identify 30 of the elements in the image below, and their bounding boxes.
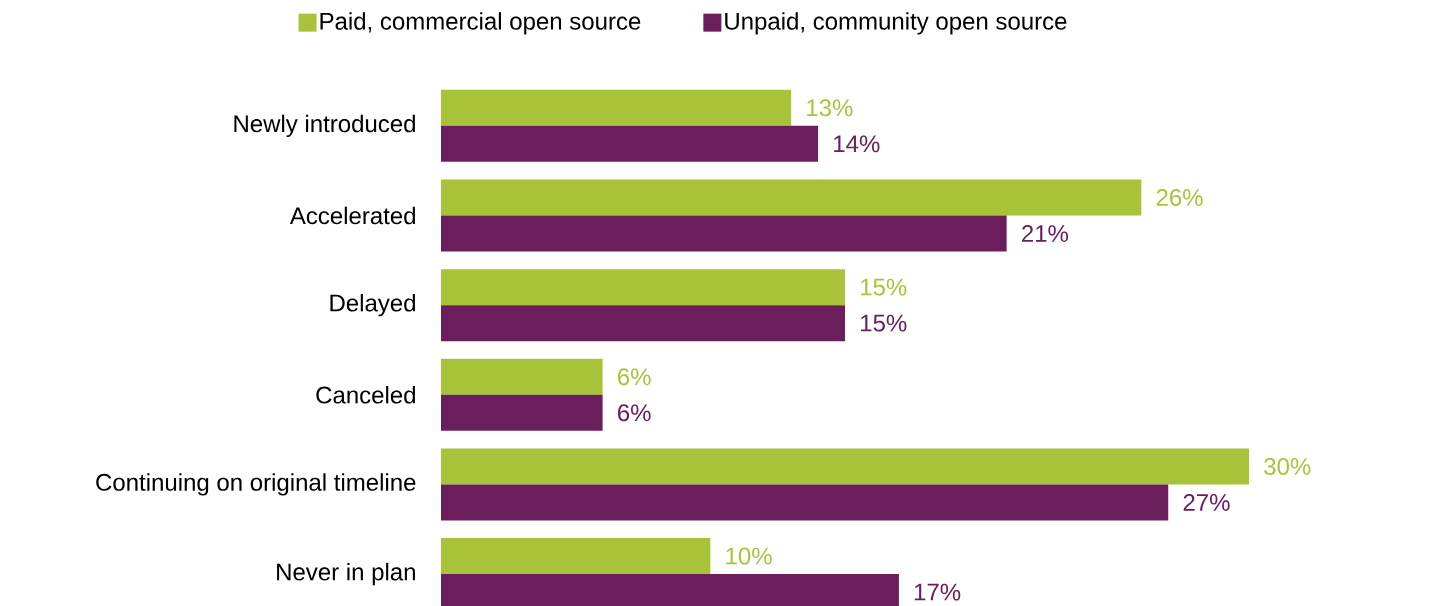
data-label: 15% xyxy=(861,278,907,296)
bar xyxy=(441,394,603,431)
data-label: 13% xyxy=(807,99,853,117)
y-tick-label: Newly introduced xyxy=(234,114,415,138)
data-label: 6% xyxy=(618,368,651,386)
bar xyxy=(441,89,792,126)
data-label: 21% xyxy=(1022,225,1068,242)
bar xyxy=(441,269,846,306)
data-label: 6% xyxy=(618,404,651,422)
legend-label: Paid, commercial open source xyxy=(320,12,641,35)
data-label: 26% xyxy=(1156,188,1203,206)
data-label: 30% xyxy=(1264,457,1311,475)
bar xyxy=(441,448,1250,485)
y-tick-label: Never in plan xyxy=(277,562,415,586)
y-tick-label: Canceled xyxy=(316,385,415,404)
y-tick-label: Accelerated xyxy=(289,206,415,225)
bar xyxy=(441,305,846,342)
bar xyxy=(441,215,1007,252)
data-label: 27% xyxy=(1183,493,1230,511)
data-label: 17% xyxy=(914,583,961,601)
bar xyxy=(441,179,1142,216)
y-tick-label: Continuing on original timeline xyxy=(96,473,416,496)
data-label: 15% xyxy=(861,314,907,332)
legend-label: Unpaid, community open source xyxy=(725,12,1067,35)
data-label: 10% xyxy=(726,547,772,565)
y-tick-label: Delayed xyxy=(330,293,415,317)
data-label: 14% xyxy=(834,135,880,153)
bar xyxy=(441,484,1169,521)
bar xyxy=(441,125,819,162)
bar xyxy=(441,358,603,395)
